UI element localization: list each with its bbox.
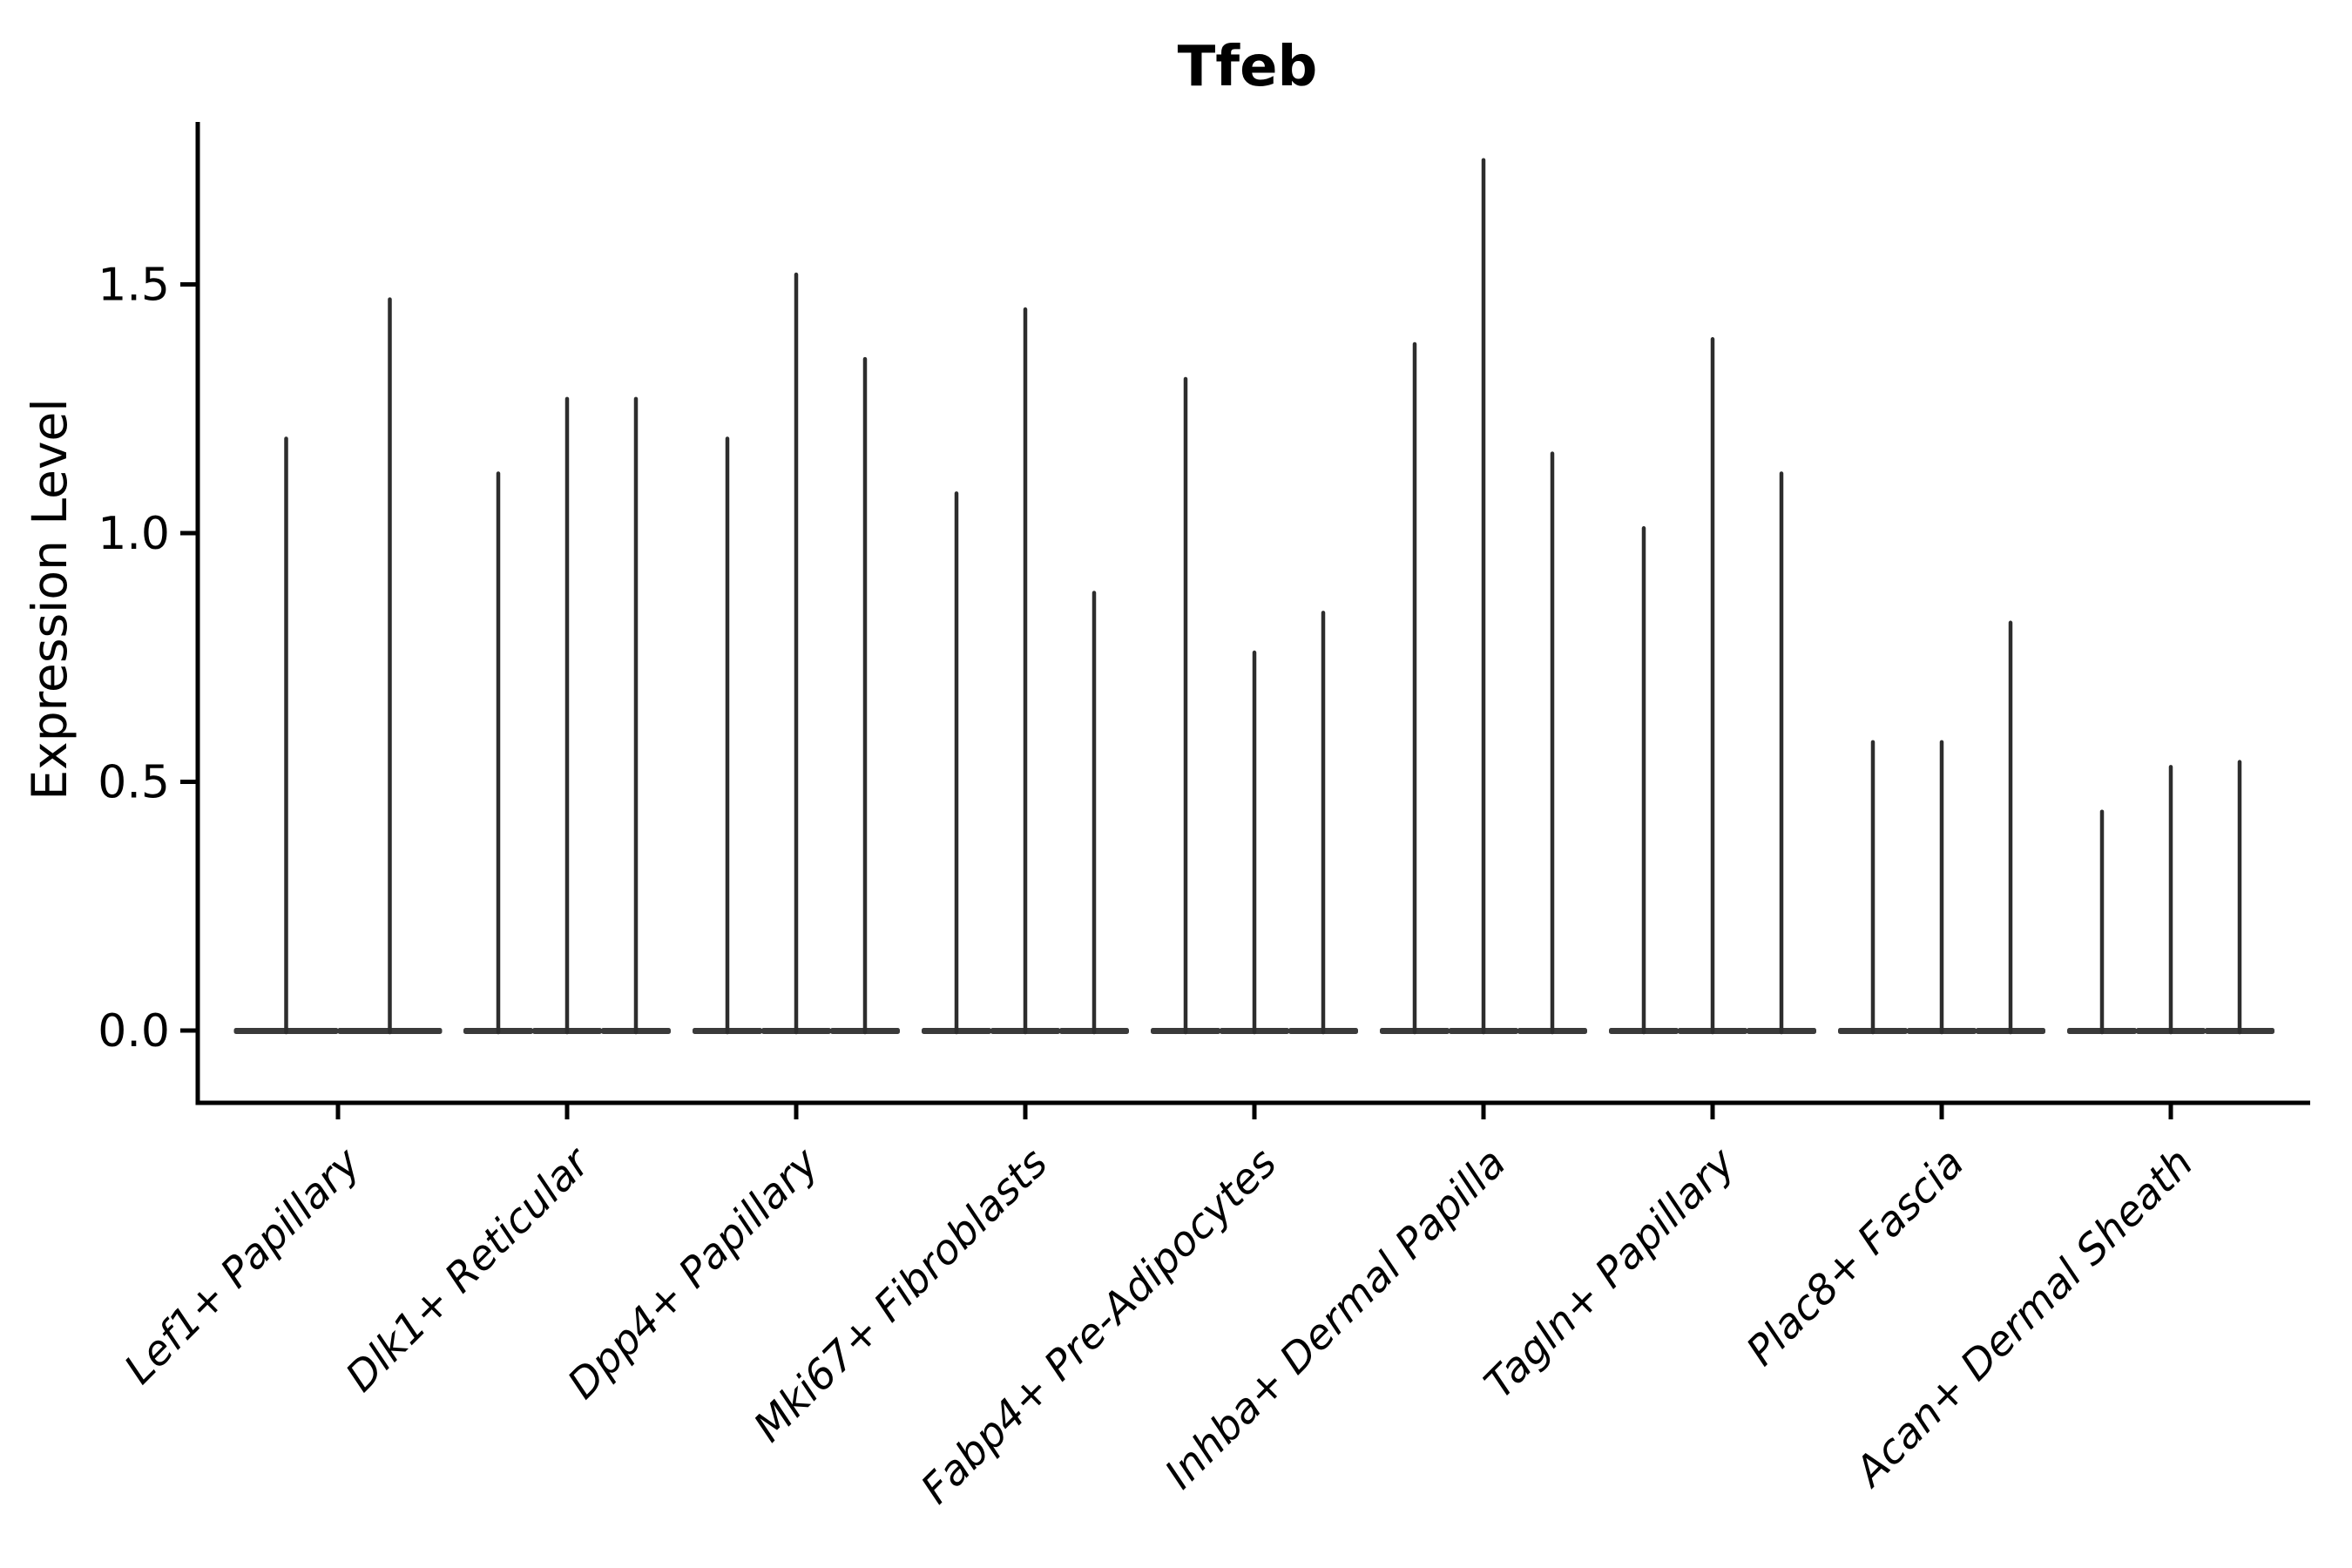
- y-axis-label: Expression Level: [22, 398, 78, 800]
- x-category-label: Dpp4+ Papillary: [558, 1139, 828, 1409]
- x-category-label: Dlk1+ Reticular: [337, 1138, 601, 1402]
- y-tick-label: 0.5: [98, 757, 170, 809]
- x-category-label: Tagln+ Papillary: [1476, 1139, 1746, 1409]
- chart-title: Tfeb: [1178, 35, 1318, 99]
- y-tick-label: 0.0: [98, 1005, 170, 1058]
- x-category-label: Lef1+ Papillary: [115, 1139, 370, 1394]
- y-tick-label: 1.0: [98, 508, 170, 560]
- x-category-label: Plac8+ Fascia: [1737, 1139, 1973, 1375]
- violins-layer: [233, 158, 2274, 1035]
- y-tick-label: 1.5: [98, 260, 170, 312]
